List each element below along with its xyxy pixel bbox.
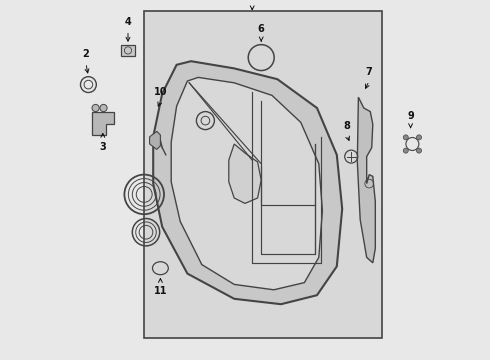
Text: 2: 2 [82, 49, 89, 59]
Text: 4: 4 [124, 17, 131, 27]
Polygon shape [357, 97, 375, 263]
Polygon shape [149, 131, 160, 149]
Circle shape [403, 135, 408, 140]
Polygon shape [92, 112, 114, 135]
Text: 3: 3 [99, 142, 106, 152]
Bar [144, 11, 382, 338]
Circle shape [416, 135, 421, 140]
Text: 7: 7 [366, 67, 372, 77]
Circle shape [100, 104, 107, 112]
Polygon shape [229, 144, 261, 203]
Text: 9: 9 [407, 111, 414, 121]
Text: 5: 5 [196, 89, 203, 99]
Text: 8: 8 [343, 121, 350, 131]
Text: 1: 1 [249, 0, 256, 2]
Text: 6: 6 [258, 24, 265, 34]
Polygon shape [171, 77, 322, 290]
Polygon shape [153, 61, 342, 304]
Circle shape [92, 104, 99, 112]
Circle shape [403, 148, 408, 153]
Circle shape [416, 148, 421, 153]
Text: 10: 10 [154, 87, 167, 97]
Polygon shape [121, 45, 135, 56]
Text: 11: 11 [154, 286, 167, 296]
